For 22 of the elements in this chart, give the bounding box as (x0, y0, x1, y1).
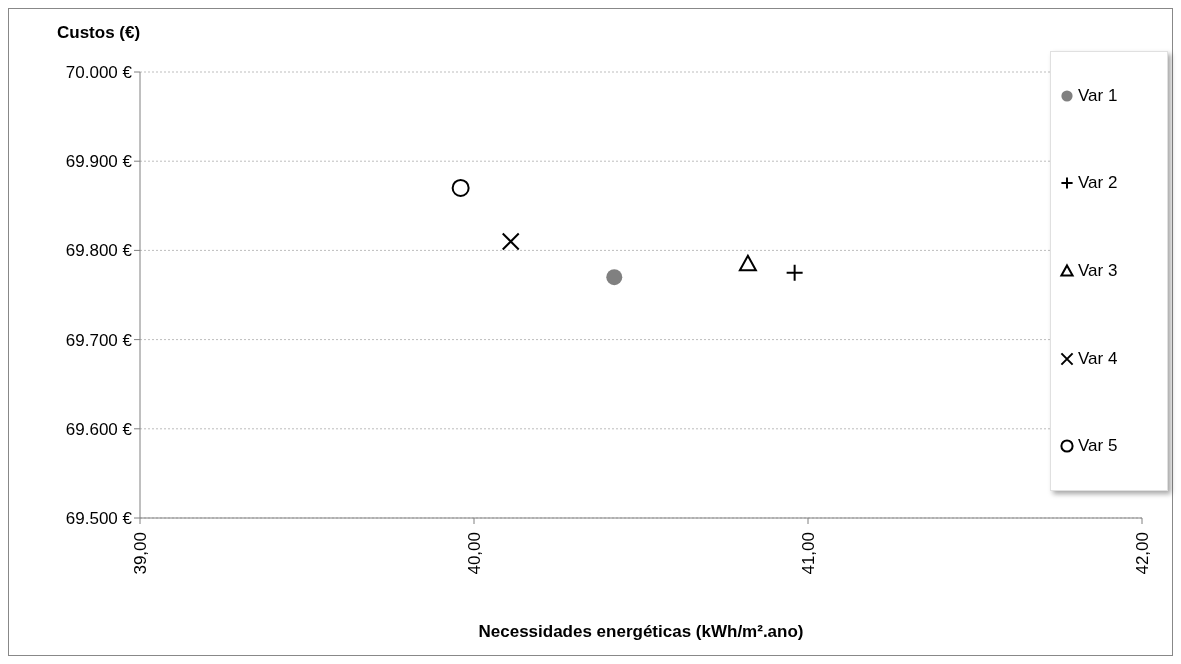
x-tick-label: 42,00 (1132, 532, 1152, 575)
y-tick-label: 70.000 € (65, 63, 133, 83)
point (606, 269, 623, 286)
legend-label: Var 3 (1078, 260, 1118, 281)
y-tick-label: 69.500 € (65, 509, 133, 529)
y-tick-label: 69.600 € (65, 419, 133, 439)
point (451, 178, 470, 197)
legend-label: Var 2 (1078, 173, 1118, 194)
y-tick-label: 69.900 € (65, 152, 133, 172)
x-tick-label: 39,00 (130, 532, 150, 575)
legend-label: Var 5 (1078, 436, 1118, 457)
y-tick-label: 69.800 € (65, 241, 133, 261)
point (738, 254, 757, 272)
y-tick-label: 69.700 € (65, 330, 133, 350)
x-axis-title: Necessidades energéticas (kWh/m².ano) (478, 622, 804, 641)
point (501, 232, 520, 251)
legend-label: Var 4 (1078, 348, 1118, 369)
legend-label: Var 1 (1078, 85, 1118, 106)
point (785, 263, 804, 282)
x-tick-label: 40,00 (464, 532, 484, 575)
x-tick-label: 41,00 (798, 532, 818, 575)
y-axis-title: Custos (€) (57, 23, 141, 43)
